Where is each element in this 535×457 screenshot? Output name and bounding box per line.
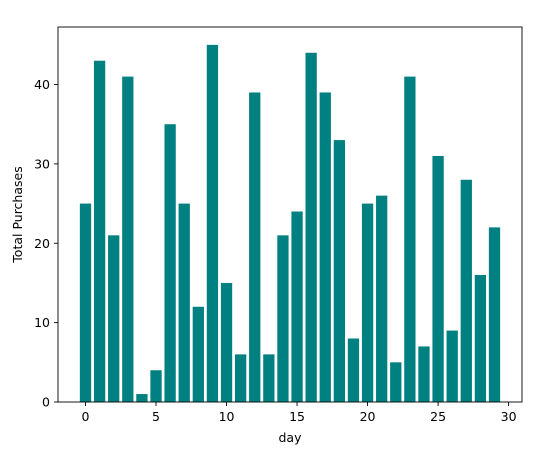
y-tick-label: 20 (34, 236, 50, 251)
bar-day-28 (474, 275, 487, 402)
bar-day-18 (333, 140, 346, 402)
bar-day-6 (164, 124, 176, 402)
bar-day-22 (390, 362, 402, 402)
bar-day-29 (488, 227, 501, 402)
bar-day-2 (108, 235, 120, 402)
x-tick-label: 30 (501, 409, 517, 424)
bar-day-0 (79, 203, 92, 402)
x-tick-label: 20 (360, 409, 376, 424)
x-tick-label: 15 (289, 409, 305, 424)
bar-day-19 (347, 338, 360, 402)
bar-day-3 (122, 76, 134, 402)
bar-day-12 (249, 92, 261, 402)
bar-day-11 (234, 354, 247, 402)
bars-layer (79, 44, 501, 403)
x-axis-label: day (279, 430, 303, 445)
bar-day-7 (178, 203, 190, 402)
bar-day-1 (93, 60, 106, 402)
bar-day-10 (220, 282, 233, 402)
y-axis-label: Total Purchases (10, 166, 25, 263)
bar-day-9 (206, 44, 219, 402)
bar-day-23 (404, 76, 416, 402)
bar-day-17 (319, 92, 331, 402)
x-tick-label: 10 (219, 409, 235, 424)
bar-day-25 (432, 155, 444, 402)
x-tick-label: 25 (430, 409, 446, 424)
bar-day-8 (192, 306, 204, 402)
x-axis-ticks: 0 5 10 15 20 25 30 (82, 402, 517, 424)
y-tick-label: 10 (34, 315, 50, 330)
bar-day-16 (305, 52, 317, 403)
bar-day-14 (277, 235, 289, 402)
y-tick-label: 30 (34, 156, 50, 171)
bar-day-27 (460, 179, 472, 402)
bar-day-26 (446, 330, 458, 402)
bar-day-4 (136, 394, 148, 402)
y-tick-label: 0 (42, 395, 50, 410)
plot-frame (57, 26, 523, 403)
y-axis-ticks: 0 10 20 30 40 (34, 77, 58, 410)
x-tick-label: 5 (152, 409, 160, 424)
bar-day-21 (376, 195, 388, 402)
bar-day-24 (418, 346, 430, 402)
bar-day-13 (263, 354, 275, 402)
bar-day-5 (150, 370, 162, 402)
y-tick-label: 40 (34, 77, 50, 92)
bar-day-20 (361, 203, 374, 402)
x-tick-label: 0 (82, 409, 90, 424)
bar-day-15 (291, 211, 303, 402)
